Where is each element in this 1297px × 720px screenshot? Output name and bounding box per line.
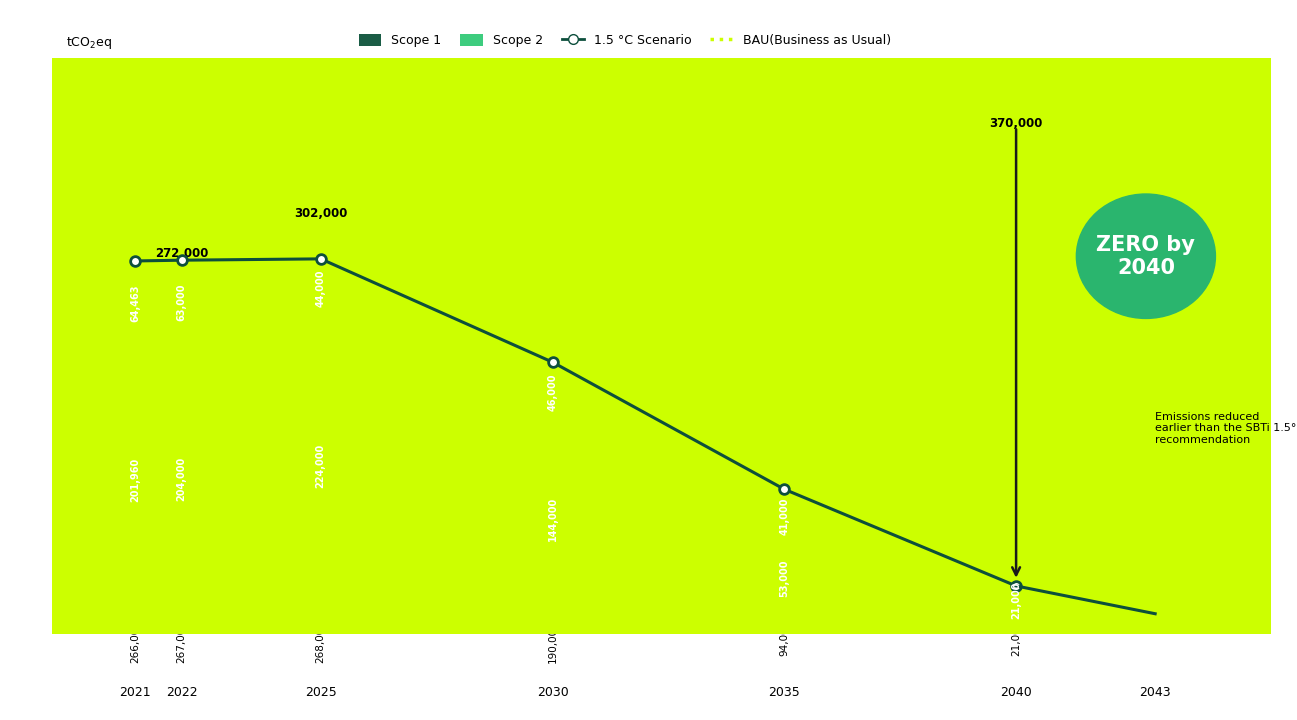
Text: ZERO by
2040: ZERO by 2040 xyxy=(1096,235,1196,278)
Text: 63,000: 63,000 xyxy=(176,283,187,320)
Text: 144,000: 144,000 xyxy=(547,496,558,541)
Text: 44,000: 44,000 xyxy=(315,269,326,307)
Bar xyxy=(108,346,163,613)
Bar xyxy=(756,490,812,544)
Text: 204,000: 204,000 xyxy=(176,456,187,501)
Text: tCO$_2$eq: tCO$_2$eq xyxy=(66,35,112,51)
Bar xyxy=(988,586,1044,613)
Text: 41,000: 41,000 xyxy=(779,498,790,535)
Ellipse shape xyxy=(1077,194,1215,318)
Text: 46,000: 46,000 xyxy=(547,374,558,411)
Text: 94,000: 94,000 xyxy=(779,621,790,657)
Text: Base year: Base year xyxy=(106,237,165,250)
Text: 267,000: 267,000 xyxy=(176,621,187,663)
Text: 21,000: 21,000 xyxy=(1012,581,1021,618)
Text: 201,960: 201,960 xyxy=(130,458,140,502)
Bar xyxy=(154,260,210,343)
Text: from projected BAU by 2040: from projected BAU by 2040 xyxy=(724,194,891,207)
Text: 268,000: 268,000 xyxy=(315,621,326,663)
Legend: Scope 1, Scope 2, 1.5 °C Scenario, BAU(Business as Usual): Scope 1, Scope 2, 1.5 °C Scenario, BAU(B… xyxy=(354,30,896,53)
Text: 272,000: 272,000 xyxy=(154,247,209,260)
Text: 94% reduction: 94% reduction xyxy=(746,175,869,190)
Bar xyxy=(108,261,163,346)
Bar xyxy=(525,362,580,423)
Text: 64,463: 64,463 xyxy=(130,285,140,323)
Text: 21,000: 21,000 xyxy=(1012,621,1021,657)
Bar xyxy=(756,544,812,613)
Bar xyxy=(293,317,349,613)
Bar xyxy=(293,259,349,317)
Text: 266,000: 266,000 xyxy=(130,621,140,663)
Text: 224,000: 224,000 xyxy=(315,444,326,487)
Bar xyxy=(154,343,210,613)
Text: 370,000: 370,000 xyxy=(990,117,1043,130)
Text: 53,000: 53,000 xyxy=(779,560,790,598)
Text: 190,000: 190,000 xyxy=(547,621,558,663)
Bar xyxy=(525,423,580,613)
Text: 302,000: 302,000 xyxy=(294,207,348,220)
Text: Emissions reduced
earlier than the SBTi 1.5°C
recommendation: Emissions reduced earlier than the SBTi … xyxy=(1156,412,1297,445)
